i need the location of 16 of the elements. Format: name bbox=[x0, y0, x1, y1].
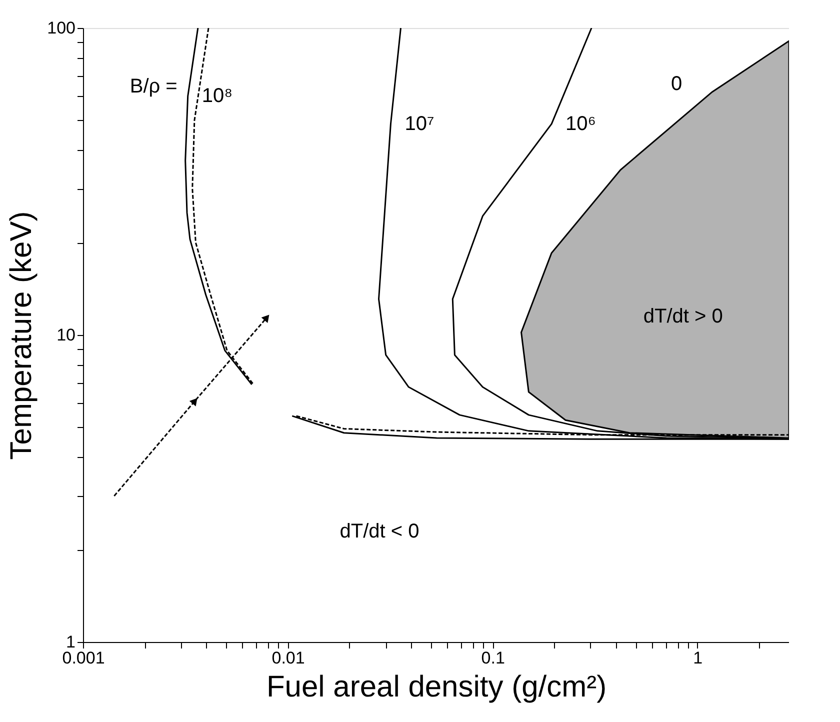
series-label: 10⁶ bbox=[566, 112, 596, 135]
annotation: dT/dt < 0 bbox=[340, 520, 420, 542]
y-tick-label: 100 bbox=[47, 18, 76, 38]
x-tick-label: 0.1 bbox=[481, 648, 505, 668]
series-label: 0 bbox=[671, 72, 682, 95]
y-tick-label: 1 bbox=[66, 632, 76, 652]
series-label: 10⁷ bbox=[404, 112, 434, 135]
x-axis-title: Fuel areal density (g/cm²) bbox=[266, 670, 607, 704]
x-tick-label: 0.01 bbox=[272, 648, 305, 668]
series-label: 10⁸ bbox=[202, 85, 233, 108]
x-tick-label: 0.001 bbox=[62, 648, 105, 668]
annotation: dT/dt > 0 bbox=[643, 306, 723, 328]
y-axis-title: Temperature (keV) bbox=[5, 211, 38, 460]
x-tick-label: 1 bbox=[693, 648, 703, 668]
annotation: B/ρ = bbox=[130, 75, 178, 98]
y-tick-label: 10 bbox=[56, 326, 76, 344]
